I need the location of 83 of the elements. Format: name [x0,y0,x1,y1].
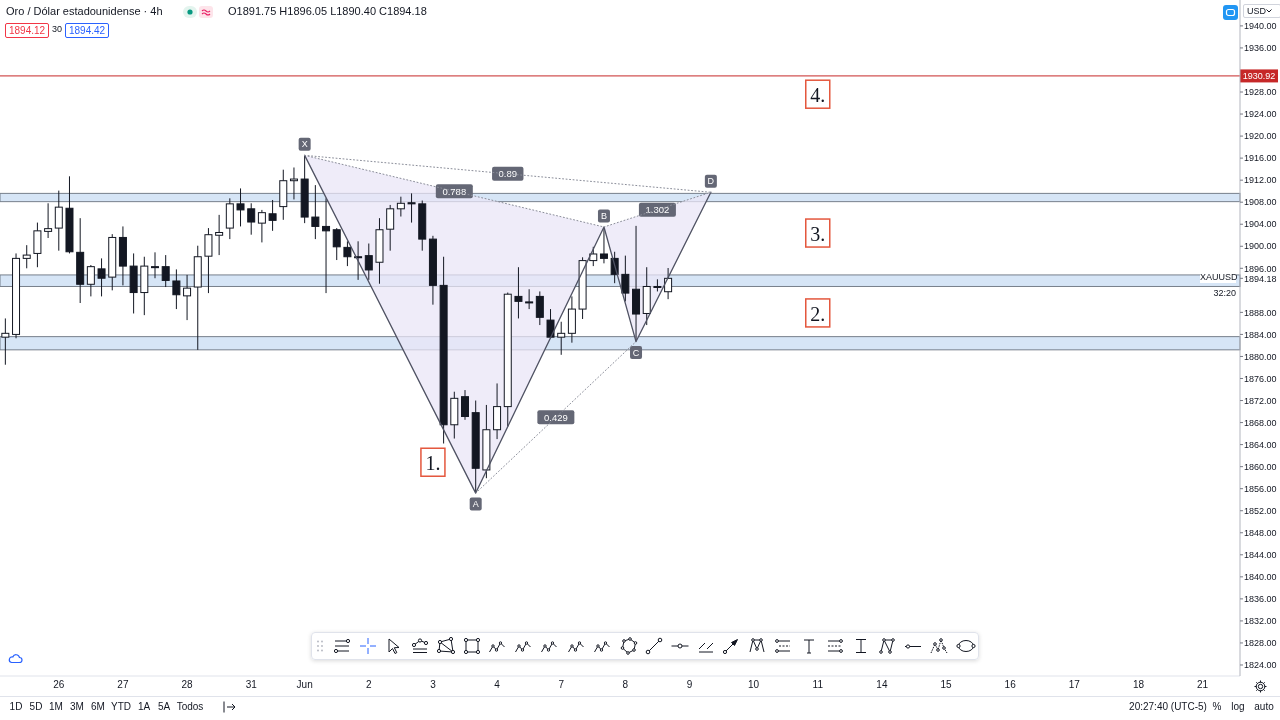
text: 5D [29,701,43,712]
text: auto [1254,701,1274,712]
annotation: 32:20 [1210,288,1236,299]
data-label: A [472,499,479,510]
y-tick-label: 1920.00 [1244,131,1277,142]
annotation: 3. [810,223,826,246]
y-tick-label: 1856.00 [1244,483,1277,494]
text: 1M [49,701,63,712]
text: 6M [91,701,105,712]
annotation: O1891.75 H1896.05 L1890.40 C1894.18 [228,5,427,17]
y-tick-label: 1916.00 [1244,153,1277,164]
data-label: D [707,176,715,187]
ref-line-label: 1930.92 [1242,70,1276,81]
x-tick-label: 2 [366,679,373,691]
y-tick-label: 1908.00 [1244,197,1277,208]
y-tick-label: 1872.00 [1244,395,1277,406]
y-tick-label: 1868.00 [1244,417,1277,428]
y-tick-label: 1832.00 [1244,616,1277,627]
annotation: 1894.42 [65,23,110,38]
y-tick-label: 1900.00 [1244,241,1277,252]
x-tick-label: 8 [622,679,629,691]
y-tick-label: 1852.00 [1244,505,1277,516]
text: log [1231,701,1245,712]
y-tick-label: 1880.00 [1244,351,1277,362]
annotation: XAUUSD [1200,272,1238,283]
x-tick-label: 7 [558,679,565,691]
annotation: 1. [425,452,441,475]
x-tick-label: 17 [1068,679,1081,691]
x-tick-label: 31 [245,679,258,691]
y-tick-label: 1864.00 [1244,439,1277,450]
y-tick-label: 1844.00 [1244,549,1277,560]
text: % [1212,701,1222,712]
annotation: 30 [52,24,63,34]
text: 3M [70,701,84,712]
x-tick-label: 10 [748,679,760,691]
y-tick-label: 1894.18 [1244,273,1277,284]
y-tick-label: 1860.00 [1244,461,1277,472]
series-label: 0.429 [543,411,568,423]
annotation: 1894.12 [5,23,50,38]
text: 1D [9,701,23,712]
x-tick-label: 4 [494,679,501,691]
series-label: 0.89 [498,168,518,180]
y-tick-label: 1940.00 [1244,21,1277,32]
x-tick-label: 15 [940,679,953,691]
text: 20:27:40 (UTC-5) [1129,701,1207,712]
y-tick-label: 1896.00 [1244,263,1277,274]
x-tick-label: 21 [1197,679,1209,691]
x-tick-label: 3 [430,679,437,691]
text: 1A [137,701,151,712]
y-tick-label: 1828.00 [1244,638,1277,649]
data-label: B [600,210,607,221]
y-tick-label: 1876.00 [1244,373,1277,384]
y-tick-label: 1840.00 [1244,572,1277,583]
y-tick-label: 1824.00 [1244,660,1277,671]
x-tick-label: 26 [53,679,65,691]
data-label: X [301,139,308,150]
y-tick-label: 1884.00 [1244,329,1277,340]
text: Oro / Dólar estadounidense · 4h [6,5,163,17]
x-tick-label: 28 [181,679,194,691]
x-tick-label: 27 [117,679,129,691]
series-label: 1.302 [645,204,670,216]
y-tick-label: 1848.00 [1244,527,1277,538]
text: YTD [111,701,131,712]
y-tick-label: 1924.00 [1244,109,1277,120]
x-tick-label: 18 [1132,679,1145,691]
x-tick-label: 9 [686,679,693,691]
x-tick-label: 14 [876,679,888,691]
text: 5A [157,701,171,712]
y-tick-label: 1836.00 [1244,594,1277,605]
text: Todos [176,701,204,712]
y-tick-label: 1936.00 [1244,43,1277,54]
data-label: C [632,347,640,358]
x-tick-label: 16 [1004,679,1017,691]
annotation: 2. [810,302,826,325]
series-label: 0.788 [442,185,467,197]
x-tick-label: 11 [812,679,824,691]
y-tick-label: 1904.00 [1244,219,1277,230]
text: USD [1243,4,1280,18]
annotation: 4. [810,84,826,107]
x-tick-label: Jun [296,679,313,691]
y-tick-label: 1928.00 [1244,87,1277,98]
y-tick-label: 1888.00 [1244,307,1277,318]
y-tick-label: 1912.00 [1244,175,1277,186]
